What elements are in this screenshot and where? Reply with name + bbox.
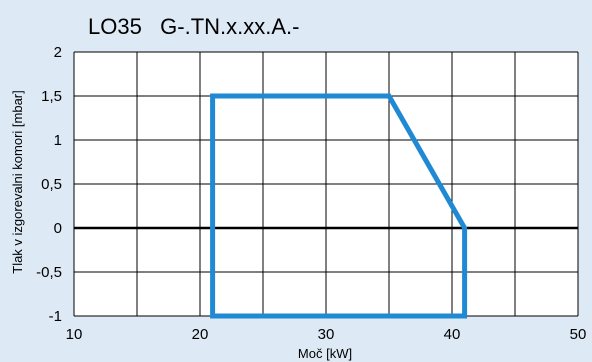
y-tick-label: 0	[54, 220, 62, 237]
series-layer	[210, 93, 468, 319]
y-tick-label: 1,5	[41, 88, 62, 105]
y-tick-label: 2	[54, 44, 62, 61]
chart-title: LO35 G-.TN.x.xx.A.-	[88, 14, 299, 39]
operating-range-line	[210, 93, 468, 319]
x-tick-label: 30	[318, 326, 335, 343]
y-tick-label: 0,5	[41, 176, 62, 193]
y-tick-label: 1	[54, 132, 62, 149]
y-axis-title: Tlak v izgorevalni komori [mbar]	[10, 90, 25, 274]
x-axis-title: Moč [kW]	[298, 346, 352, 361]
x-tick-label: 40	[444, 326, 461, 343]
y-tick-label: -0,5	[36, 264, 62, 281]
x-axis-ticks: 10 20 30 40 50	[66, 326, 587, 343]
y-axis-ticks: 2 1,5 1 0,5 0 -0,5 -1	[36, 44, 62, 325]
y-tick-label: -1	[49, 308, 62, 325]
x-tick-label: 20	[192, 326, 209, 343]
x-tick-label: 10	[66, 326, 83, 343]
x-tick-label: 50	[570, 326, 587, 343]
